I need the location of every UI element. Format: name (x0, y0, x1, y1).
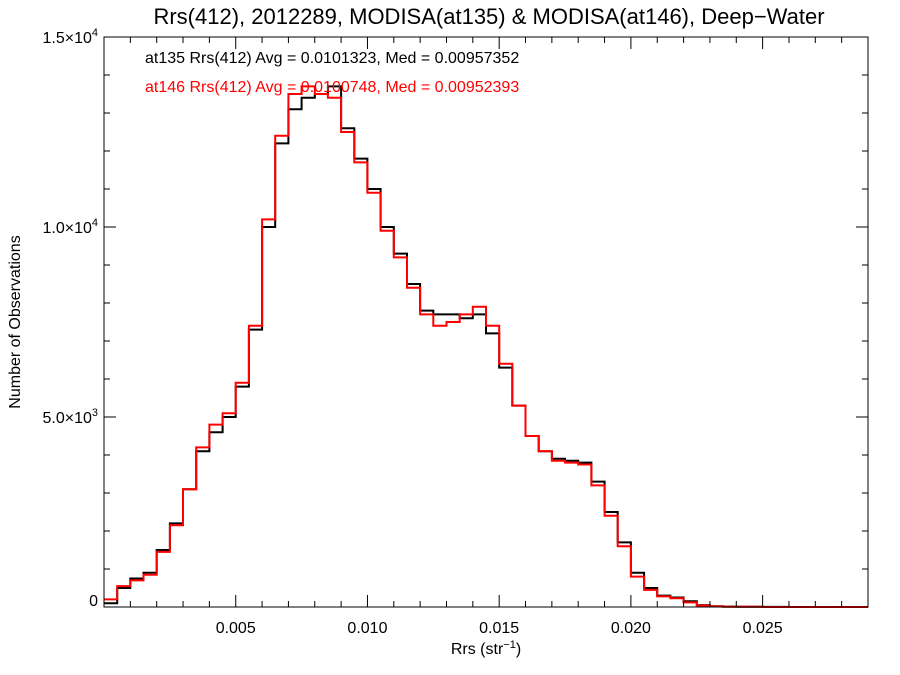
y-tick-label: 1.0×104 (42, 217, 98, 237)
x-tick-label: 0.010 (347, 620, 387, 637)
y-tick-label-main: 0 (89, 593, 98, 610)
annotation-at146: at146 Rrs(412) Avg = 0.0100748, Med = 0.… (145, 79, 519, 96)
y-axis-title: Number of Observations (7, 235, 24, 408)
x-tick-label: 0.005 (216, 620, 256, 637)
x-tick-label: 0.015 (479, 620, 519, 637)
y-tick-label: 5.0×103 (42, 407, 98, 427)
x-axis-title-sup: −1 (503, 639, 516, 651)
x-tick-label: 0.020 (611, 620, 651, 637)
y-tick-label-main: 1.0×10 (42, 220, 91, 237)
y-tick-label: 0 (89, 593, 98, 610)
y-tick-label-exponent: 4 (92, 27, 98, 39)
y-tick-label-exponent: 3 (92, 407, 98, 419)
x-axis-title-main: Rrs (str (451, 641, 504, 658)
y-tick-label: 1.5×104 (42, 27, 98, 47)
x-axis-title-close: ) (516, 641, 521, 658)
y-tick-label-main: 5.0×10 (42, 410, 91, 427)
y-tick-label-main: 1.5×10 (42, 30, 91, 47)
x-tick-label: 0.025 (743, 620, 783, 637)
x-axis-title: Rrs (str−1) (451, 639, 521, 658)
series-at146-line (104, 85, 868, 608)
chart-title: Rrs(412), 2012289, MODISA(at135) & MODIS… (153, 4, 824, 29)
ticks-layer: 0.005 0.010 0.015 0.020 0.02505.0×1031.0×104… (42, 27, 868, 637)
series-layer (104, 85, 868, 608)
y-tick-label-exponent: 4 (92, 217, 98, 229)
annotation-at135: at135 Rrs(412) Avg = 0.0101323, Med = 0.… (145, 50, 519, 67)
plot-frame (103, 36, 869, 608)
